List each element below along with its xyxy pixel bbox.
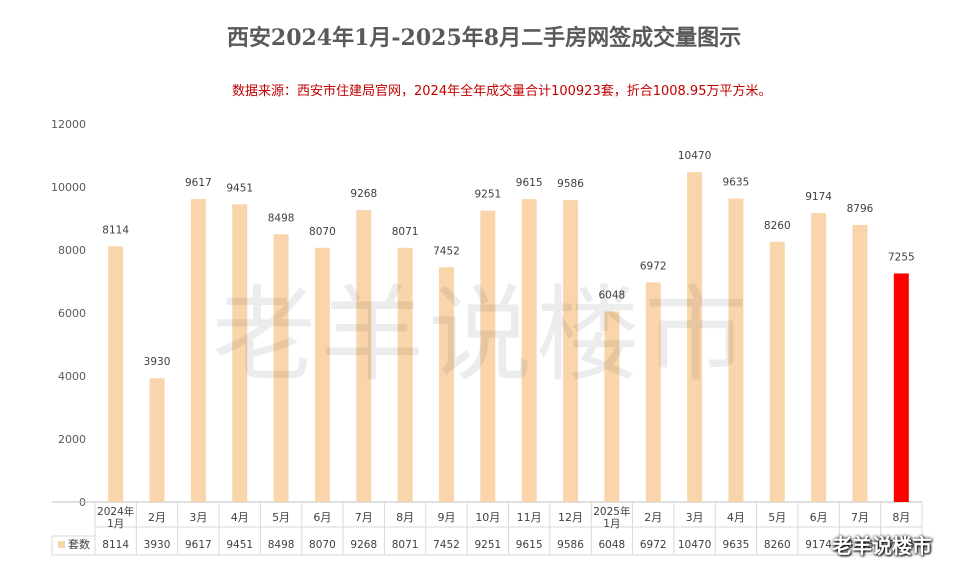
bar — [769, 241, 785, 502]
data-label: 3930 — [144, 356, 171, 368]
x-tick-label: 5月 — [768, 511, 786, 524]
data-label: 7452 — [433, 245, 460, 257]
x-tick-label: 2025年 — [593, 505, 630, 518]
chart-subtitle: 数据来源：西安市住建局官网，2024年全年成交量合计100923套，折合1008… — [232, 84, 772, 99]
x-tick-label: 2月 — [148, 511, 166, 524]
data-label: 7255 — [888, 251, 915, 263]
bar — [273, 234, 289, 503]
table-value: 8260 — [764, 539, 791, 551]
y-tick-label: 6000 — [58, 307, 86, 320]
chart-title: 西安2024年1月-2025年8月二手房网签成交量图示 — [226, 25, 742, 51]
bar — [438, 267, 454, 502]
bar — [687, 172, 703, 502]
table-value: 7452 — [433, 539, 460, 551]
table-value: 9251 — [474, 539, 501, 551]
bar — [356, 210, 372, 503]
x-tick-label: 10月 — [475, 511, 500, 524]
data-label: 9451 — [226, 182, 253, 194]
watermark: 老羊说楼市 — [212, 274, 753, 396]
bar — [563, 200, 579, 502]
x-tick-label: 8月 — [892, 511, 910, 524]
y-tick-label: 10000 — [51, 181, 86, 194]
data-label: 8114 — [102, 224, 129, 236]
y-tick-label: 8000 — [58, 244, 86, 257]
table-value: 8071 — [392, 539, 419, 551]
data-label: 8071 — [392, 226, 419, 238]
bar — [604, 311, 620, 502]
data-label: 9635 — [723, 176, 750, 188]
table-value: 7255 — [888, 539, 915, 551]
table-value: 6048 — [599, 539, 626, 551]
table-value: 9586 — [557, 539, 584, 551]
table-value: 9174 — [805, 539, 832, 551]
x-tick-label: 9月 — [437, 511, 455, 524]
bar — [852, 224, 868, 502]
x-tick-label: 2024年 — [97, 505, 134, 518]
table-value: 9451 — [226, 539, 253, 551]
x-tick-label: 4月 — [727, 511, 745, 524]
x-tick-label: 4月 — [231, 511, 249, 524]
table-value: 9268 — [350, 539, 377, 551]
y-tick-label: 12000 — [51, 118, 86, 131]
table-value: 8498 — [268, 539, 295, 551]
x-tick-label: 6月 — [313, 511, 331, 524]
data-label: 9251 — [474, 189, 501, 201]
legend-swatch — [58, 541, 65, 548]
bar — [521, 199, 537, 502]
data-label: 6048 — [599, 289, 626, 301]
table-value: 6972 — [640, 539, 667, 551]
table-value: 9635 — [723, 539, 750, 551]
bar — [893, 273, 909, 502]
data-label: 9617 — [185, 177, 212, 189]
x-tick-label: 7月 — [355, 511, 373, 524]
x-tick-label: 2月 — [644, 511, 662, 524]
bar — [108, 246, 124, 502]
data-label: 8070 — [309, 226, 336, 238]
x-tick-label: 3月 — [189, 511, 207, 524]
table-value: 8114 — [102, 539, 129, 551]
bar — [397, 247, 413, 502]
data-label: 8260 — [764, 220, 791, 232]
corner-watermark: 老羊说楼市 — [832, 534, 932, 558]
data-label: 9586 — [557, 178, 584, 190]
table-value: 9615 — [516, 539, 543, 551]
x-tick-label: 7月 — [851, 511, 869, 524]
x-tick-label: 8月 — [396, 511, 414, 524]
x-tick-label: 6月 — [810, 511, 828, 524]
data-label: 9174 — [805, 191, 832, 203]
x-tick-label: 1月 — [107, 518, 124, 530]
table-value: 10470 — [678, 539, 711, 551]
y-tick-label: 2000 — [58, 433, 86, 446]
legend-label: 套数 — [68, 538, 90, 551]
bar — [728, 198, 744, 502]
table-value: 8070 — [309, 539, 336, 551]
bar — [190, 199, 206, 502]
bar — [645, 282, 661, 502]
data-label: 9615 — [516, 177, 543, 189]
table-value: 3930 — [144, 539, 171, 551]
data-label: 10470 — [678, 150, 711, 162]
bar — [149, 378, 165, 502]
x-tick-label: 11月 — [517, 511, 542, 524]
bar — [314, 247, 330, 502]
table-value: 9617 — [185, 539, 212, 551]
x-tick-label: 1月 — [603, 518, 620, 530]
x-tick-label: 5月 — [272, 511, 290, 524]
data-label: 8796 — [847, 203, 874, 215]
bar — [480, 210, 496, 502]
data-label: 8498 — [268, 212, 295, 224]
x-tick-label: 3月 — [686, 511, 704, 524]
bar — [811, 213, 827, 503]
x-tick-label: 12月 — [558, 511, 583, 524]
bar — [232, 204, 248, 502]
table-value: 8796 — [847, 539, 874, 551]
y-tick-label: 4000 — [58, 370, 86, 383]
data-label: 9268 — [350, 188, 377, 200]
data-label: 6972 — [640, 260, 667, 272]
